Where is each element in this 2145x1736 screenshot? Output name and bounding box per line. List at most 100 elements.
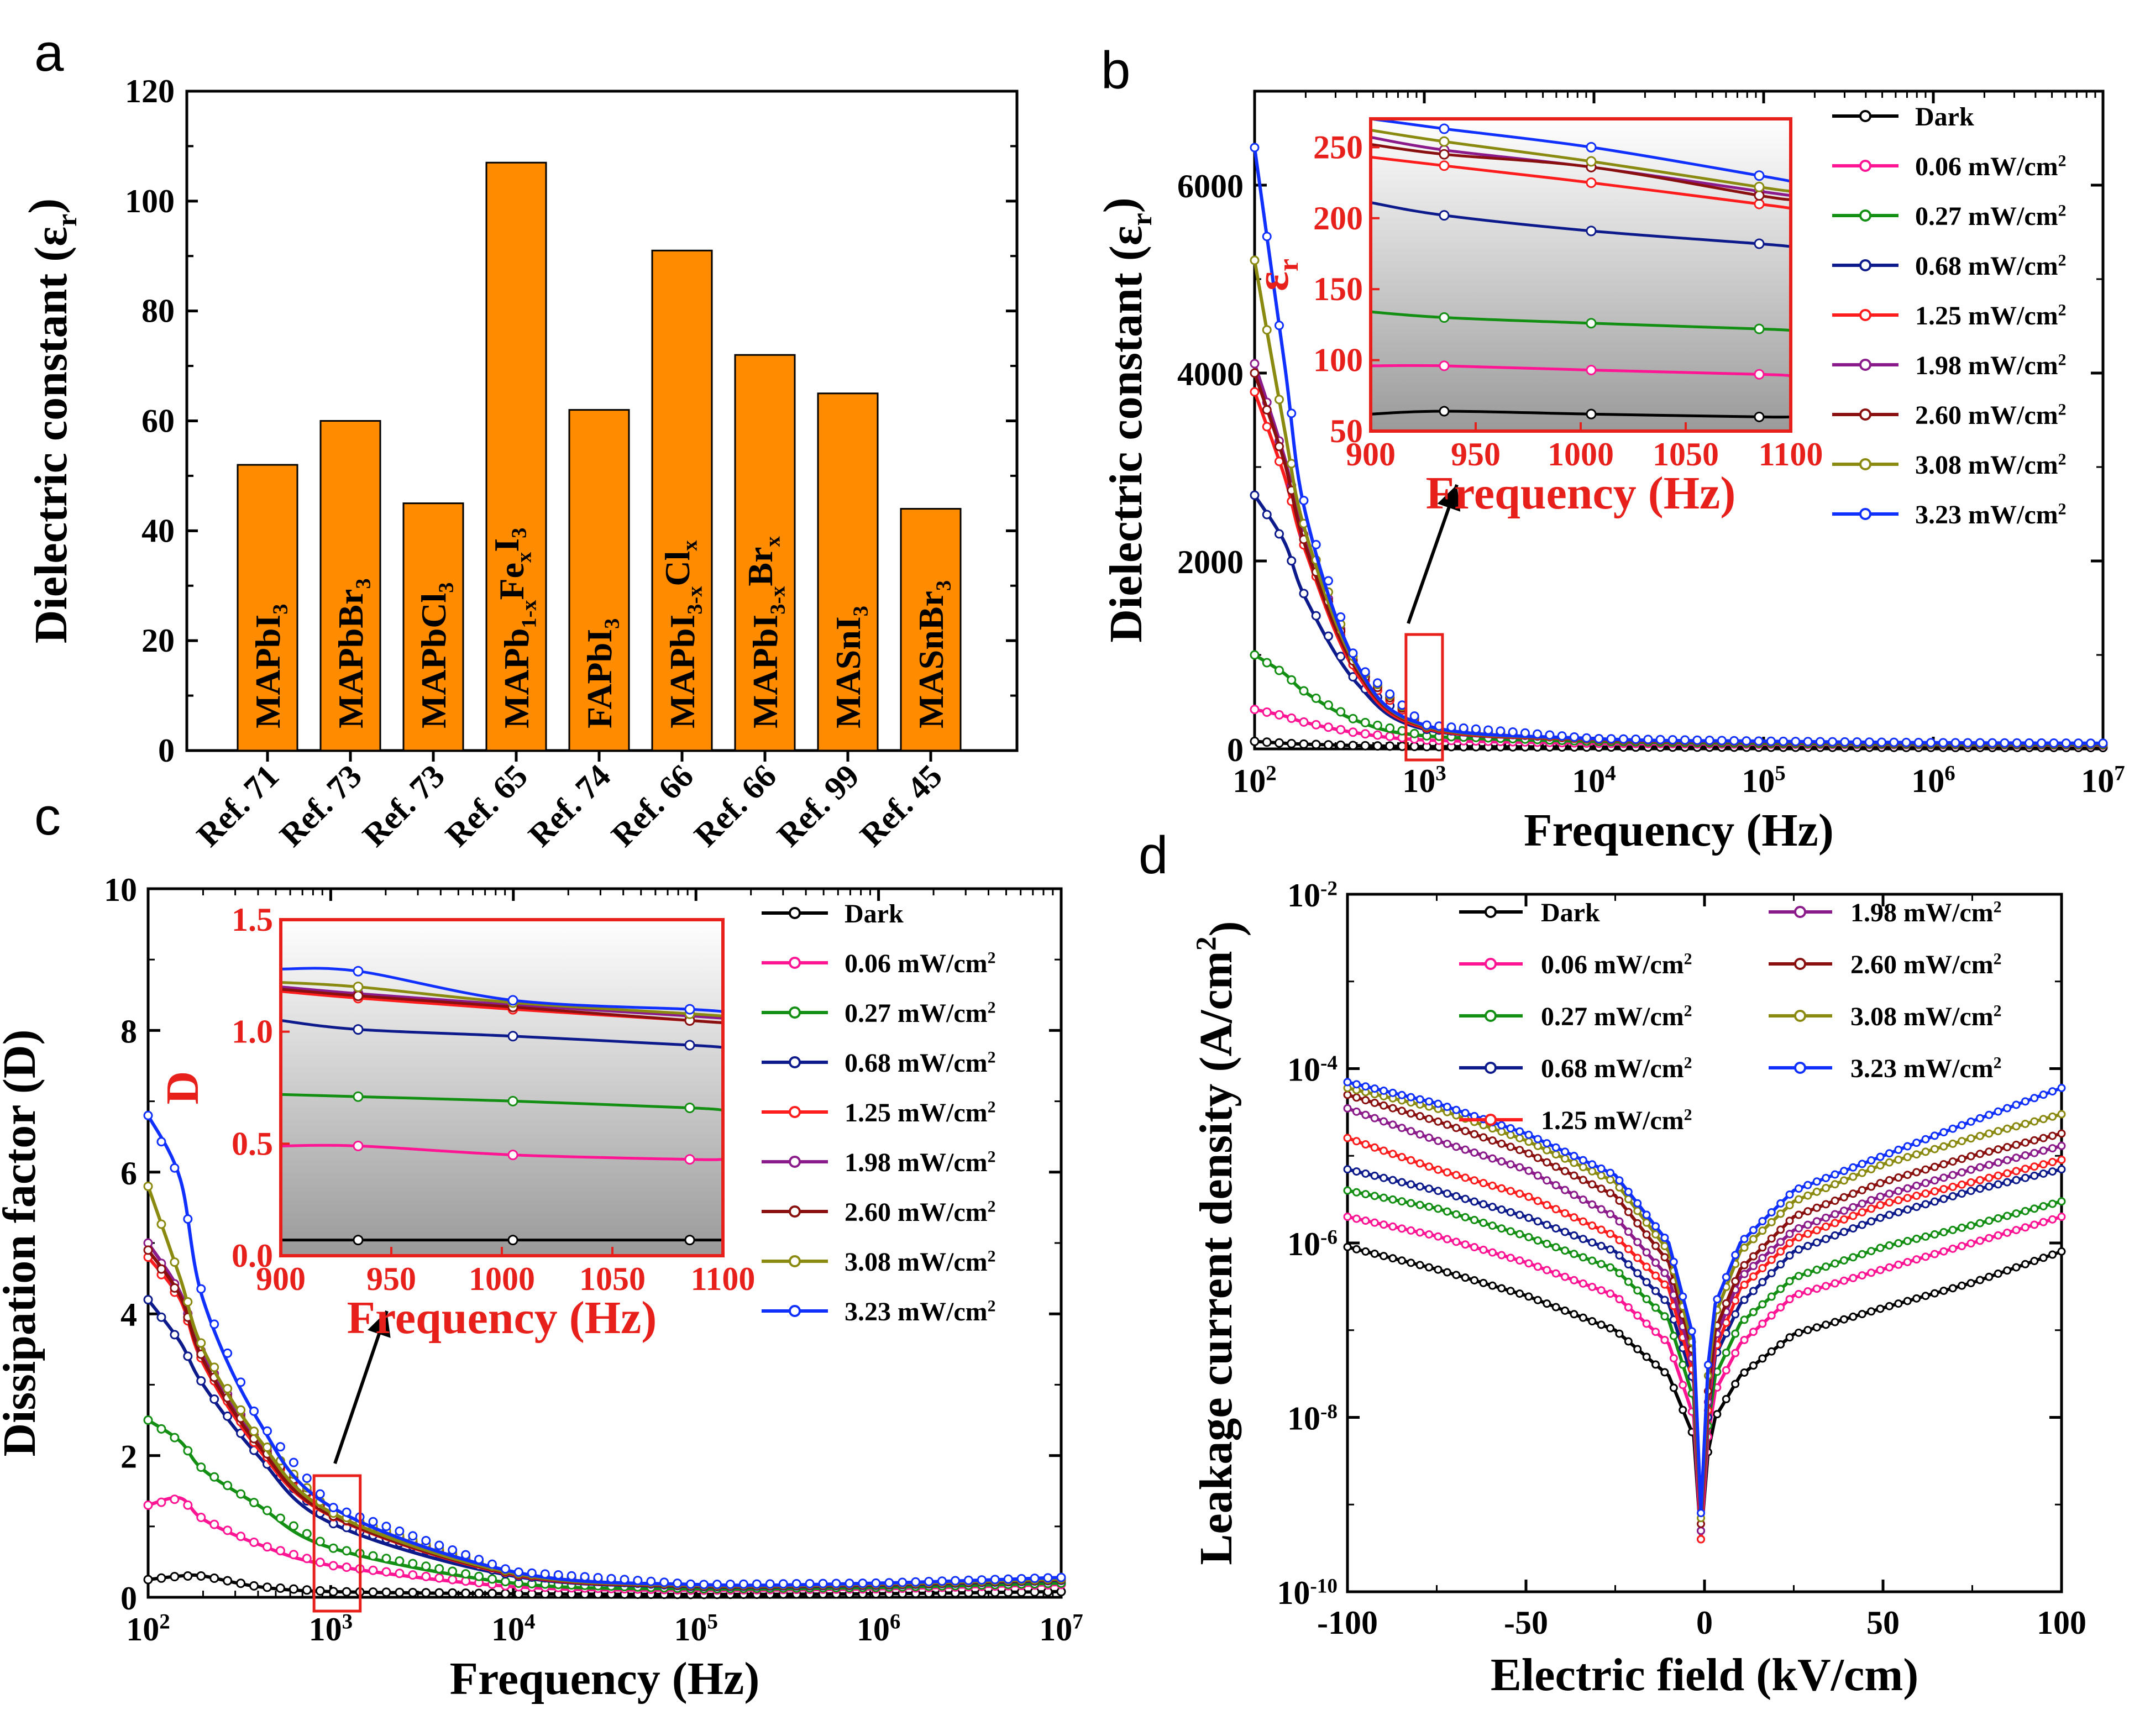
data-point [1508,727,1518,737]
data-point [1885,1176,1894,1184]
x-tick-label: Ref. 74 [521,758,617,854]
data-point [2030,1117,2039,1126]
data-point [1361,1096,1370,1105]
data-point [871,1578,881,1588]
data-point [1397,1224,1406,1233]
inset-y-tick-label: 0.0 [232,1237,273,1274]
data-point [1597,1164,1606,1173]
data-point [1434,1204,1443,1213]
inset-data-point [1586,365,1597,376]
data-point [448,1566,458,1576]
inset-series [280,1091,723,1113]
data-point [249,1498,259,1508]
data-point [1921,1165,1930,1174]
data-point [1912,1139,1921,1147]
legend-label: 1.98 mW/cm2 [1915,351,2066,380]
data-point [1425,1162,1434,1171]
data-point [1370,1114,1379,1123]
bar [817,392,879,752]
data-point [1812,1226,1821,1235]
data-point [156,1264,166,1274]
data-point [381,1554,391,1564]
data-point [2003,1211,2012,1220]
legend-marker [789,907,801,919]
legend-marker [1485,1062,1497,1074]
data-point [2037,738,2047,748]
data-point [1533,1197,1542,1205]
data-point [143,1575,153,1585]
data-point [1588,1238,1597,1247]
y-tick-label: 10-2 [1287,877,1338,914]
data-point [1697,1535,1706,1544]
data-point [1876,1304,1885,1313]
data-point [1434,1117,1443,1126]
data-point [1749,1262,1758,1271]
data-point [1939,1194,1948,1203]
data-point [2012,738,2022,748]
data-point [1409,728,1419,738]
legend-marker [789,1006,801,1019]
data-point [1803,1287,1812,1296]
data-point [381,1587,391,1597]
data-point [1948,1192,1957,1200]
data-point [1443,1120,1451,1129]
data-point [1352,1137,1361,1146]
data-point [1858,1250,1866,1258]
data-point [1966,1117,1975,1126]
data-point [328,1561,338,1571]
inset-data-point [1754,323,1765,334]
data-point [1352,1167,1361,1176]
data-point [1443,1268,1451,1277]
data-point [1043,1573,1053,1583]
data-point [1407,1127,1415,1136]
data-point [289,1584,298,1594]
data-point [1958,1137,1966,1146]
legend-label: 1.25 mW/cm2 [1915,301,2066,331]
data-point [1597,1205,1606,1214]
data-point [2030,1220,2039,1229]
data-point [1569,732,1579,742]
inset-series [1370,201,1791,249]
data-point [1803,1326,1812,1335]
data-point [1939,1173,1948,1182]
data-point [1758,1278,1767,1287]
data-point [1606,1245,1615,1254]
legend-marker [1859,508,1871,520]
data-point [1561,1209,1570,1218]
data-point [1425,1263,1434,1272]
data-point [381,1567,391,1577]
data-point [884,1578,894,1588]
data-point [1785,1239,1794,1247]
data-point [500,1588,510,1598]
data-point [302,1529,312,1539]
data-point [1858,1310,1866,1319]
y-tick-label: 0 [1227,732,1244,768]
data-point [1361,1140,1370,1149]
inset-data-point [684,1235,695,1246]
inset-data-point [1586,141,1597,153]
data-point [2012,1209,2021,1218]
data-point [1930,1187,1939,1195]
data-point [1876,1161,1885,1170]
inset-data-point [684,1102,695,1113]
data-point [1894,1187,1903,1195]
data-point [1849,1253,1858,1262]
inset-series [280,1140,723,1165]
data-point [1343,1134,1352,1142]
x-tick-label: -50 [1504,1604,1548,1641]
data-point [1578,1163,1587,1172]
data-point [1794,1272,1803,1281]
data-point [1779,736,1789,746]
data-point [831,1578,841,1588]
legend-label: 3.23 mW/cm2 [845,1297,995,1326]
inset-x-tick-label: 1050 [1653,436,1719,473]
data-point [1388,1254,1397,1263]
data-point [1606,1176,1615,1184]
data-point [1409,711,1419,721]
data-point [487,1588,497,1598]
data-point [170,1283,180,1293]
data-point [1767,1218,1776,1226]
data-point [1561,1186,1570,1194]
data-point [1533,1135,1542,1144]
